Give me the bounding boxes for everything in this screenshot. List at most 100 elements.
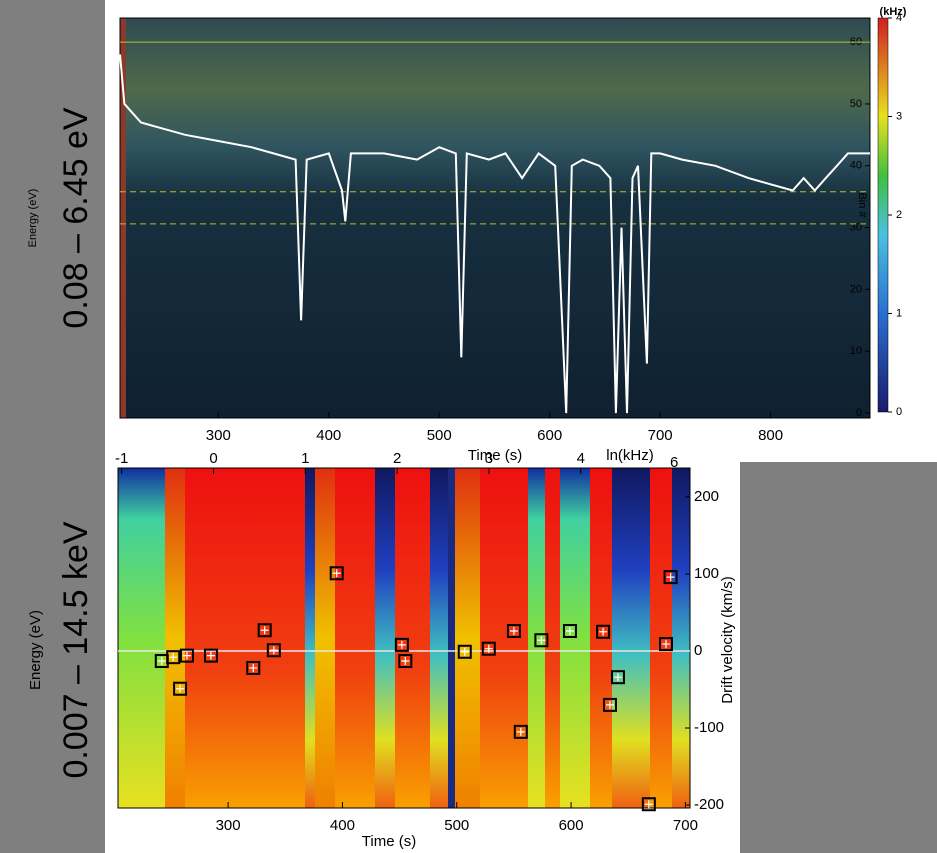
- marker-cross: [666, 573, 675, 582]
- marker-cross: [206, 651, 215, 660]
- spectro-stripe: [455, 468, 480, 808]
- x-axis-label: Time (s): [362, 833, 416, 850]
- marker-cross: [269, 646, 278, 655]
- spectro-stripe: [118, 468, 165, 808]
- marker: [179, 648, 194, 663]
- x2-tick-label: -1: [115, 450, 128, 467]
- marker: [266, 643, 281, 658]
- marker-cross: [182, 651, 191, 660]
- marker-cross: [401, 657, 410, 666]
- plot-frame: [119, 17, 871, 419]
- x2-axis-label: ln(kHz): [606, 447, 654, 464]
- y-axis-label: Energy (eV): [27, 610, 44, 690]
- x-tick-label: 300: [206, 427, 231, 444]
- marker: [457, 644, 472, 659]
- marker-cross: [157, 657, 166, 666]
- x-tick-label: 400: [316, 427, 341, 444]
- y2-tick-label: -200: [694, 796, 724, 813]
- marker-cross: [332, 569, 341, 578]
- x2-tick-label: 0: [209, 450, 217, 467]
- x-tick-label: 500: [427, 427, 452, 444]
- x-tick-label: 600: [559, 817, 584, 834]
- marker-cross: [397, 640, 406, 649]
- marker: [481, 641, 496, 656]
- spectro-stripe: [672, 468, 690, 808]
- y-axis-label: Energy (eV): [27, 189, 39, 248]
- y2-tick-label: 0: [856, 407, 862, 419]
- spectro-stripe: [315, 468, 335, 808]
- marker-cross: [565, 626, 574, 635]
- spectro-stripe: [335, 468, 375, 808]
- colorbar-tick-label: 1: [896, 307, 902, 319]
- range-label: 0.08 – 6.45 eV: [57, 107, 95, 329]
- plot-frame: [117, 467, 691, 809]
- x-axis-label: Time (s): [468, 447, 522, 464]
- spectro-stripe: [185, 468, 305, 808]
- top-edge: [120, 18, 126, 418]
- marker-cross: [537, 636, 546, 645]
- y2-axis-label: Drift velocity (km/s): [719, 576, 736, 704]
- colorbar: [877, 17, 889, 413]
- marker-cross: [249, 663, 258, 672]
- marker-cross: [169, 653, 178, 662]
- spectro-stripe: [430, 468, 448, 808]
- marker: [173, 681, 188, 696]
- y2-tick-label: 0: [694, 642, 702, 659]
- spectro-stripe: [448, 468, 455, 808]
- y2-tick-label: 200: [694, 488, 719, 505]
- y2-tick-label: 40: [850, 160, 862, 172]
- x2-tick-label: 3: [485, 450, 493, 467]
- marker: [610, 670, 625, 685]
- spectro-stripe: [375, 468, 395, 808]
- colorbar-tick-label: 0: [896, 406, 902, 418]
- x-tick-label: 400: [330, 817, 355, 834]
- marker: [602, 697, 617, 712]
- marker-cross: [661, 640, 670, 649]
- top-spectrogram: [120, 18, 870, 418]
- spectro-stripe: [305, 468, 315, 808]
- marker-cross: [176, 684, 185, 693]
- y2-axis-label: Bin #: [856, 192, 868, 218]
- marker-cross: [484, 644, 493, 653]
- marker: [246, 660, 261, 675]
- marker-cross: [509, 626, 518, 635]
- spectro-stripe: [612, 468, 650, 808]
- bottom-spectrogram: [118, 468, 690, 808]
- marker-cross: [599, 627, 608, 636]
- colorbar-tick-label: 3: [896, 110, 902, 122]
- x2-tick-label: 1: [301, 450, 309, 467]
- spectro-stripe: [165, 468, 185, 808]
- y2-tick-label: -100: [694, 719, 724, 736]
- colorbar-tick-label: 2: [896, 209, 902, 221]
- y2-tick-label: 30: [850, 221, 862, 233]
- marker-cross: [613, 673, 622, 682]
- spectro-stripe: [560, 468, 590, 808]
- spectro-stripe: [480, 468, 528, 808]
- marker-cross: [260, 626, 269, 635]
- x-tick-label: 500: [444, 817, 469, 834]
- y2-tick-label: 10: [850, 345, 862, 357]
- marker: [562, 623, 577, 638]
- range-label: 0.007 – 14.5 keV: [57, 521, 95, 778]
- marker: [641, 797, 656, 812]
- y2-tick-label: 20: [850, 283, 862, 295]
- trace-line: [119, 54, 870, 414]
- marker: [596, 624, 611, 639]
- marker-cross: [605, 700, 614, 709]
- marker: [658, 637, 673, 652]
- y2-tick-label: 50: [850, 98, 862, 110]
- x-tick-label: 700: [648, 427, 673, 444]
- marker: [534, 633, 549, 648]
- marker: [663, 570, 678, 585]
- marker-cross: [644, 800, 653, 809]
- x-tick-label: 600: [537, 427, 562, 444]
- marker: [203, 648, 218, 663]
- marker-cross: [460, 647, 469, 656]
- marker: [166, 650, 181, 665]
- marker: [398, 654, 413, 669]
- marker: [257, 623, 272, 638]
- x2-note: 6: [670, 454, 678, 471]
- marker: [513, 724, 528, 739]
- y2-tick-label: 100: [694, 565, 719, 582]
